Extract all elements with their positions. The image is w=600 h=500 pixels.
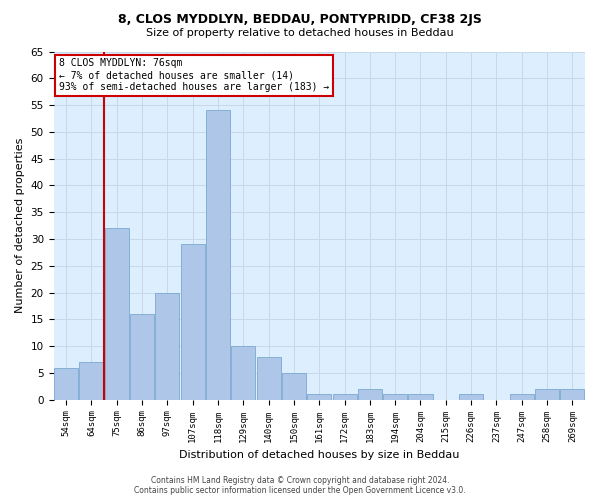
Bar [358, 389, 382, 400]
Text: 8, CLOS MYDDLYN, BEDDAU, PONTYPRIDD, CF38 2JS: 8, CLOS MYDDLYN, BEDDAU, PONTYPRIDD, CF3… [118, 12, 482, 26]
Bar [307, 394, 331, 400]
Bar [105, 228, 129, 400]
Bar [181, 244, 205, 400]
Text: Contains HM Land Registry data © Crown copyright and database right 2024.
Contai: Contains HM Land Registry data © Crown c… [134, 476, 466, 495]
Text: Size of property relative to detached houses in Beddau: Size of property relative to detached ho… [146, 28, 454, 38]
X-axis label: Distribution of detached houses by size in Beddau: Distribution of detached houses by size … [179, 450, 460, 460]
Bar [206, 110, 230, 400]
Y-axis label: Number of detached properties: Number of detached properties [15, 138, 25, 314]
Bar [130, 314, 154, 400]
Text: 8 CLOS MYDDLYN: 76sqm
← 7% of detached houses are smaller (14)
93% of semi-detac: 8 CLOS MYDDLYN: 76sqm ← 7% of detached h… [59, 58, 329, 92]
Bar [79, 362, 104, 400]
Bar [155, 292, 179, 400]
Bar [232, 346, 256, 400]
Bar [459, 394, 483, 400]
Bar [257, 357, 281, 400]
Bar [332, 394, 356, 400]
Bar [383, 394, 407, 400]
Bar [560, 389, 584, 400]
Bar [409, 394, 433, 400]
Bar [54, 368, 78, 400]
Bar [282, 373, 306, 400]
Bar [510, 394, 534, 400]
Bar [535, 389, 559, 400]
